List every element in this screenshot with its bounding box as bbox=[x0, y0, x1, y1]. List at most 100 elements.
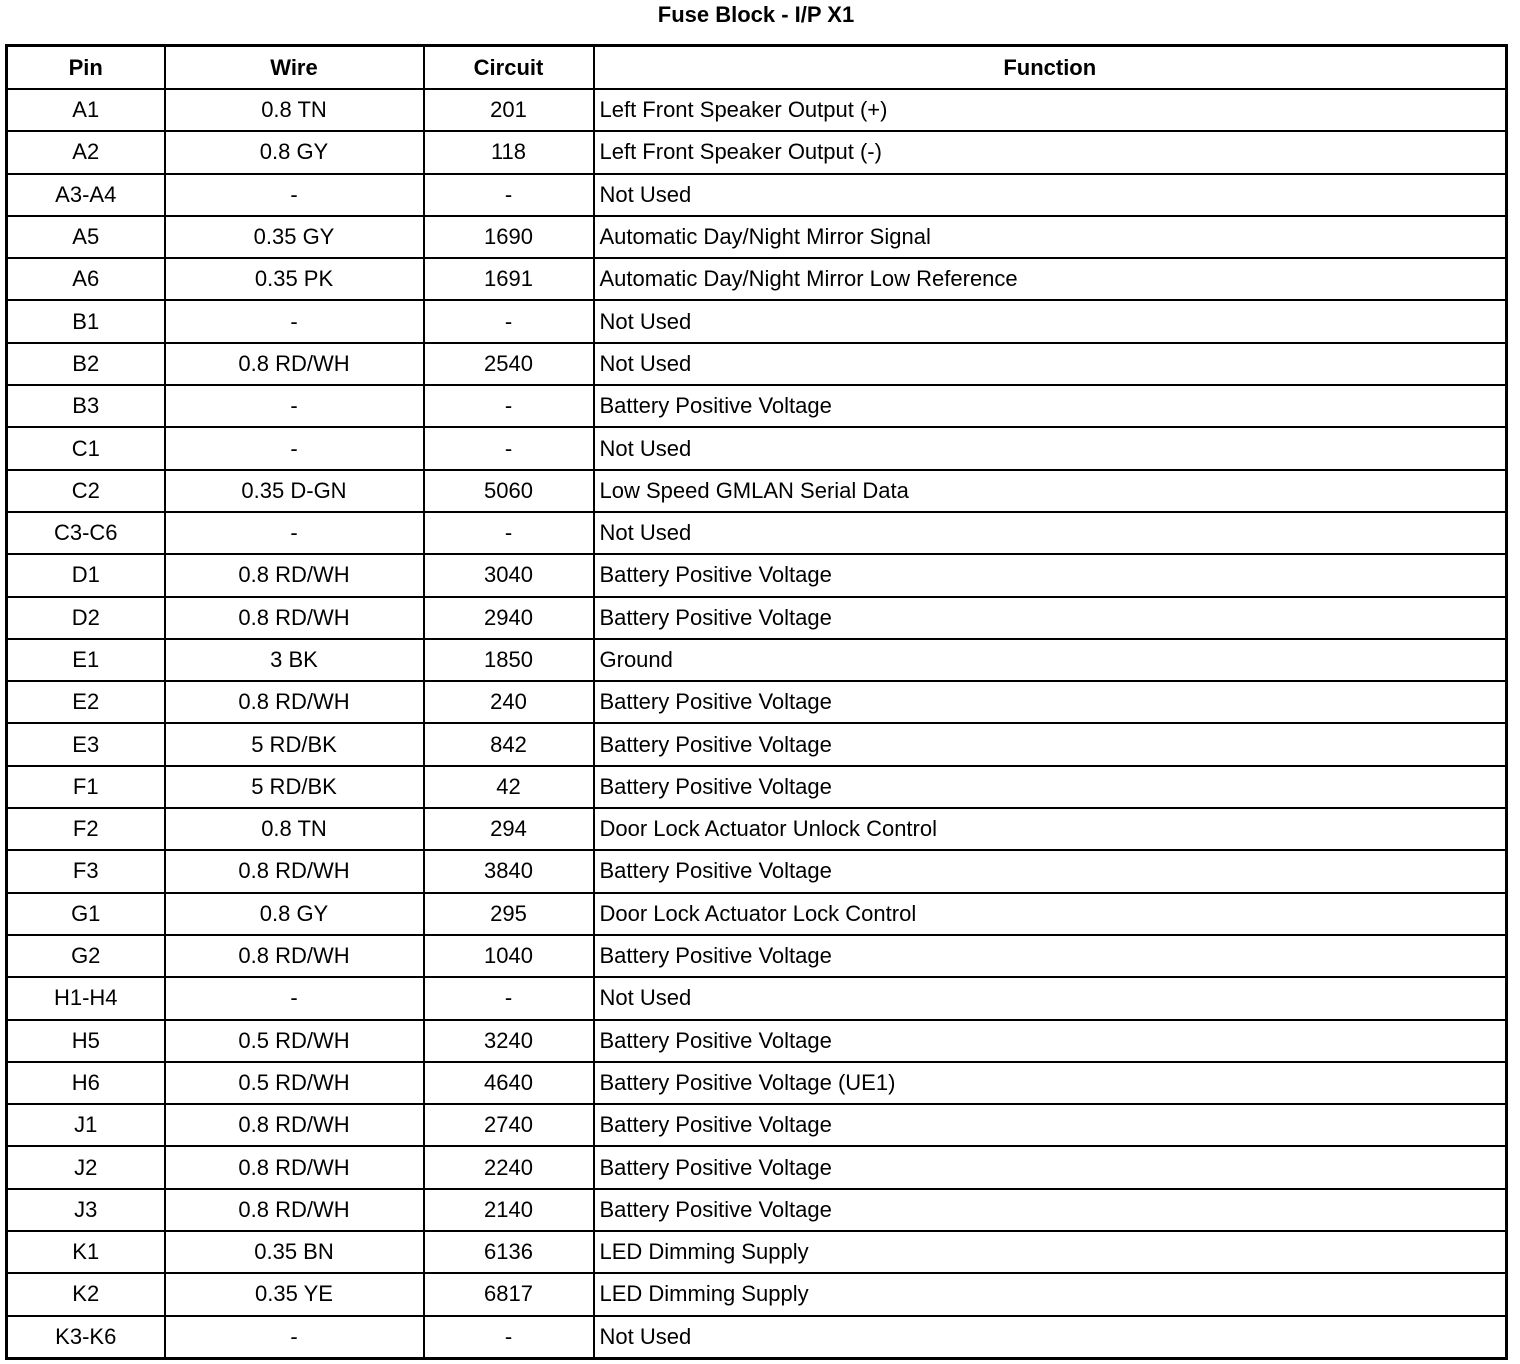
pin-cell: B2 bbox=[5, 341, 166, 387]
pin-cell: F3 bbox=[5, 849, 166, 894]
function-cell: Low Speed GMLAN Serial Data bbox=[592, 468, 1508, 513]
function-cell: Door Lock Actuator Lock Control bbox=[592, 891, 1508, 936]
wire-cell: 0.8 RD/WH bbox=[163, 680, 425, 725]
table-row: J1 0.8 RD/WH 2740 Battery Positive Voltage bbox=[5, 1103, 1508, 1148]
function-cell: Left Front Speaker Output (+) bbox=[592, 87, 1508, 133]
circuit-cell: 842 bbox=[422, 722, 595, 767]
wire-cell: 0.8 RD/WH bbox=[163, 849, 425, 894]
function-cell: Battery Positive Voltage bbox=[592, 384, 1508, 429]
pin-cell: B1 bbox=[5, 299, 166, 344]
function-cell: Battery Positive Voltage bbox=[592, 680, 1508, 725]
header-wire: Wire bbox=[163, 44, 425, 90]
circuit-cell: 42 bbox=[422, 764, 595, 810]
circuit-cell: - bbox=[422, 426, 595, 471]
function-cell: Door Lock Actuator Unlock Control bbox=[592, 807, 1508, 852]
table-row: J3 0.8 RD/WH 2140 Battery Positive Voltage bbox=[5, 1187, 1508, 1233]
pin-cell: G2 bbox=[5, 933, 166, 979]
function-cell: LED Dimming Supply bbox=[592, 1272, 1508, 1317]
circuit-cell: 295 bbox=[422, 891, 595, 936]
function-cell: Battery Positive Voltage bbox=[592, 933, 1508, 979]
wire-cell: 0.8 RD/WH bbox=[163, 1103, 425, 1148]
wire-cell: 5 RD/BK bbox=[163, 764, 425, 810]
circuit-cell: 240 bbox=[422, 680, 595, 725]
circuit-cell: - bbox=[422, 510, 595, 556]
wire-cell: 0.5 RD/WH bbox=[163, 1018, 425, 1063]
function-cell: Battery Positive Voltage bbox=[592, 849, 1508, 894]
function-cell: Battery Positive Voltage bbox=[592, 1187, 1508, 1233]
wire-cell: 5 RD/BK bbox=[163, 722, 425, 767]
pin-cell: D1 bbox=[5, 553, 166, 598]
pin-cell: J2 bbox=[5, 1145, 166, 1190]
wire-cell: 0.5 RD/WH bbox=[163, 1060, 425, 1106]
function-cell: Battery Positive Voltage (UE1) bbox=[592, 1060, 1508, 1106]
table-row: D1 0.8 RD/WH 3040 Battery Positive Voltage bbox=[5, 553, 1508, 598]
circuit-cell: 1040 bbox=[422, 933, 595, 979]
pin-cell: H6 bbox=[5, 1060, 166, 1106]
circuit-cell: 3240 bbox=[422, 1018, 595, 1063]
pin-cell: F2 bbox=[5, 807, 166, 852]
table-row: F1 5 RD/BK 42 Battery Positive Voltage bbox=[5, 764, 1508, 810]
wire-cell: - bbox=[163, 1314, 425, 1360]
wire-cell: 0.8 GY bbox=[163, 891, 425, 936]
pin-cell: E2 bbox=[5, 680, 166, 725]
wire-cell: 0.8 RD/WH bbox=[163, 553, 425, 598]
function-cell: LED Dimming Supply bbox=[592, 1230, 1508, 1275]
function-cell: Battery Positive Voltage bbox=[592, 1145, 1508, 1190]
circuit-cell: 1691 bbox=[422, 257, 595, 302]
wire-cell: - bbox=[163, 299, 425, 344]
function-cell: Not Used bbox=[592, 341, 1508, 387]
circuit-cell: 118 bbox=[422, 130, 595, 175]
circuit-cell: 1850 bbox=[422, 637, 595, 683]
circuit-cell: - bbox=[422, 384, 595, 429]
function-cell: Automatic Day/Night Mirror Signal bbox=[592, 214, 1508, 260]
pin-cell: K3-K6 bbox=[5, 1314, 166, 1360]
pin-cell: C3-C6 bbox=[5, 510, 166, 556]
wire-cell: 0.35 GY bbox=[163, 214, 425, 260]
circuit-cell: 3040 bbox=[422, 553, 595, 598]
table-row: E1 3 BK 1850 Ground bbox=[5, 637, 1508, 683]
table-row: K3-K6- - Not Used bbox=[5, 1314, 1508, 1360]
pin-cell: D2 bbox=[5, 595, 166, 640]
pin-cell: F1 bbox=[5, 764, 166, 810]
header-circuit: Circuit bbox=[422, 44, 595, 90]
function-cell: Automatic Day/Night Mirror Low Reference bbox=[592, 257, 1508, 302]
pin-cell: K1 bbox=[5, 1230, 166, 1275]
wire-cell: 0.8 RD/WH bbox=[163, 341, 425, 387]
pin-cell: E1 bbox=[5, 637, 166, 683]
table-row: A1 0.8 TN 201 Left Front Speaker Output (+) bbox=[5, 87, 1508, 133]
circuit-cell: - bbox=[422, 1314, 595, 1360]
wire-cell: 0.8 RD/WH bbox=[163, 1145, 425, 1190]
function-cell: Left Front Speaker Output (-) bbox=[592, 130, 1508, 175]
wire-cell: 0.8 TN bbox=[163, 807, 425, 852]
pin-cell: J3 bbox=[5, 1187, 166, 1233]
wire-cell: 0.8 TN bbox=[163, 87, 425, 133]
table-row: C3-C6- - Not Used bbox=[5, 510, 1508, 556]
pin-cell: A3-A4 bbox=[5, 172, 166, 217]
wire-cell: 0.8 RD/WH bbox=[163, 933, 425, 979]
table-row: F2 0.8 TN 294 Door Lock Actuator Unlock Con… bbox=[5, 807, 1508, 852]
header-function: Function bbox=[592, 44, 1508, 90]
pin-cell: A6 bbox=[5, 257, 166, 302]
wire-cell: 0.35 YE bbox=[163, 1272, 425, 1317]
header-pin: Pin bbox=[5, 44, 166, 90]
pin-cell: E3 bbox=[5, 722, 166, 767]
pin-cell: G1 bbox=[5, 891, 166, 936]
circuit-cell: - bbox=[422, 172, 595, 217]
circuit-cell: 4640 bbox=[422, 1060, 595, 1106]
table-row: J2 0.8 RD/WH 2240 Battery Positive Voltage bbox=[5, 1145, 1508, 1190]
table-row: H1-H4- - Not Used bbox=[5, 976, 1508, 1021]
circuit-cell: 2240 bbox=[422, 1145, 595, 1190]
function-cell: Not Used bbox=[592, 1314, 1508, 1360]
circuit-cell: 2940 bbox=[422, 595, 595, 640]
table-title: Fuse Block - I/P X1 bbox=[657, 2, 855, 27]
wire-cell: 0.8 RD/WH bbox=[163, 1187, 425, 1233]
pin-cell: C1 bbox=[5, 426, 166, 471]
circuit-cell: - bbox=[422, 976, 595, 1021]
function-cell: Not Used bbox=[592, 976, 1508, 1021]
circuit-cell: 6817 bbox=[422, 1272, 595, 1317]
circuit-cell: 6136 bbox=[422, 1230, 595, 1275]
circuit-cell: 5060 bbox=[422, 468, 595, 513]
function-cell: Battery Positive Voltage bbox=[592, 595, 1508, 640]
function-cell: Not Used bbox=[592, 172, 1508, 217]
table-row: K1 0.35 BN 6136 LED Dimming Supply bbox=[5, 1230, 1508, 1275]
